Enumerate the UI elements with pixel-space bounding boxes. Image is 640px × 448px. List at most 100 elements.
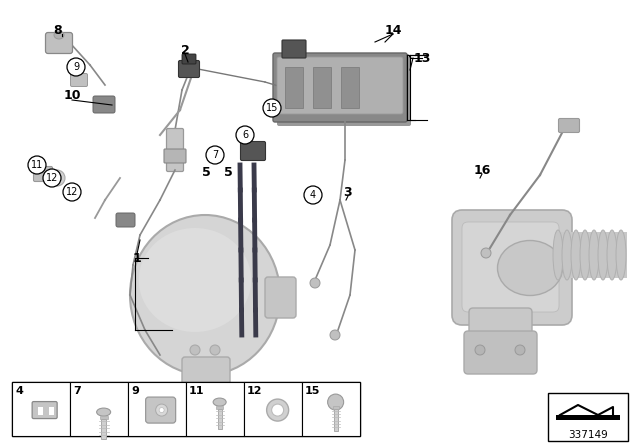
FancyBboxPatch shape xyxy=(282,40,306,58)
FancyBboxPatch shape xyxy=(469,308,532,341)
Circle shape xyxy=(271,404,284,416)
Text: 7: 7 xyxy=(212,150,218,160)
Ellipse shape xyxy=(562,230,572,280)
Bar xyxy=(216,406,223,409)
Ellipse shape xyxy=(213,398,226,406)
Text: 10: 10 xyxy=(63,89,81,102)
Ellipse shape xyxy=(139,228,252,332)
FancyBboxPatch shape xyxy=(464,331,537,374)
Ellipse shape xyxy=(607,230,617,280)
Bar xyxy=(12,382,360,436)
Bar xyxy=(100,416,108,419)
Ellipse shape xyxy=(553,230,563,280)
Bar xyxy=(49,407,54,415)
Text: 7: 7 xyxy=(73,386,81,396)
FancyBboxPatch shape xyxy=(179,60,200,78)
FancyBboxPatch shape xyxy=(277,57,411,126)
Circle shape xyxy=(515,345,525,355)
FancyBboxPatch shape xyxy=(182,357,230,393)
FancyBboxPatch shape xyxy=(93,96,115,113)
Ellipse shape xyxy=(598,230,608,280)
Ellipse shape xyxy=(571,230,581,280)
Ellipse shape xyxy=(54,31,64,39)
Circle shape xyxy=(236,126,254,144)
Circle shape xyxy=(43,169,61,187)
Circle shape xyxy=(310,278,320,288)
Text: 12: 12 xyxy=(247,386,262,396)
Text: 5: 5 xyxy=(223,165,232,178)
Text: 5: 5 xyxy=(202,165,211,178)
Bar xyxy=(548,393,628,441)
Text: 12: 12 xyxy=(46,173,58,183)
Bar xyxy=(70,382,128,436)
Circle shape xyxy=(63,183,81,201)
Text: 1: 1 xyxy=(132,251,141,264)
FancyBboxPatch shape xyxy=(70,73,88,86)
Text: 2: 2 xyxy=(180,43,189,56)
Ellipse shape xyxy=(130,215,280,375)
Bar xyxy=(333,406,339,409)
Bar xyxy=(128,382,186,436)
Text: 13: 13 xyxy=(413,52,431,65)
Circle shape xyxy=(28,156,46,174)
FancyBboxPatch shape xyxy=(45,33,72,53)
FancyBboxPatch shape xyxy=(462,222,559,312)
Circle shape xyxy=(328,394,344,410)
Ellipse shape xyxy=(580,230,590,280)
Text: 15: 15 xyxy=(305,386,321,396)
Text: 11: 11 xyxy=(31,160,43,170)
Circle shape xyxy=(53,174,61,182)
Bar xyxy=(285,67,303,108)
Circle shape xyxy=(481,248,491,258)
Bar xyxy=(244,382,302,436)
Circle shape xyxy=(210,345,220,355)
Circle shape xyxy=(68,188,76,196)
FancyBboxPatch shape xyxy=(241,142,266,160)
FancyBboxPatch shape xyxy=(265,277,296,318)
FancyBboxPatch shape xyxy=(182,54,196,64)
Circle shape xyxy=(330,330,340,340)
Circle shape xyxy=(190,345,200,355)
Bar xyxy=(12,382,70,436)
Circle shape xyxy=(206,146,224,164)
Circle shape xyxy=(267,399,289,421)
Ellipse shape xyxy=(616,230,626,280)
Circle shape xyxy=(67,58,85,76)
FancyBboxPatch shape xyxy=(164,149,186,163)
Bar xyxy=(302,382,360,436)
Text: 6: 6 xyxy=(242,130,248,140)
Text: 14: 14 xyxy=(384,23,402,36)
Text: 3: 3 xyxy=(344,185,352,198)
FancyBboxPatch shape xyxy=(116,213,135,227)
Text: 9: 9 xyxy=(73,62,79,72)
Bar xyxy=(313,67,331,108)
Text: 11: 11 xyxy=(189,386,205,396)
Bar xyxy=(101,419,106,439)
FancyBboxPatch shape xyxy=(452,210,572,325)
Ellipse shape xyxy=(589,230,599,280)
Text: 337149: 337149 xyxy=(568,430,608,440)
Circle shape xyxy=(49,170,65,186)
Bar xyxy=(333,409,338,431)
FancyBboxPatch shape xyxy=(33,167,52,181)
Circle shape xyxy=(304,186,322,204)
Circle shape xyxy=(64,184,80,200)
Ellipse shape xyxy=(497,241,563,296)
Circle shape xyxy=(156,404,168,416)
Text: 4: 4 xyxy=(310,190,316,200)
Circle shape xyxy=(475,345,485,355)
Ellipse shape xyxy=(185,384,227,396)
Bar xyxy=(38,407,43,415)
Bar xyxy=(186,382,244,436)
Bar xyxy=(555,232,627,278)
Text: 12: 12 xyxy=(66,187,78,197)
Bar xyxy=(341,67,359,108)
Ellipse shape xyxy=(97,408,111,416)
Bar xyxy=(218,409,221,429)
Text: 9: 9 xyxy=(131,386,139,396)
Bar xyxy=(556,415,620,420)
Text: 15: 15 xyxy=(266,103,278,113)
FancyBboxPatch shape xyxy=(146,397,175,423)
FancyBboxPatch shape xyxy=(166,129,184,172)
Text: 16: 16 xyxy=(474,164,491,177)
